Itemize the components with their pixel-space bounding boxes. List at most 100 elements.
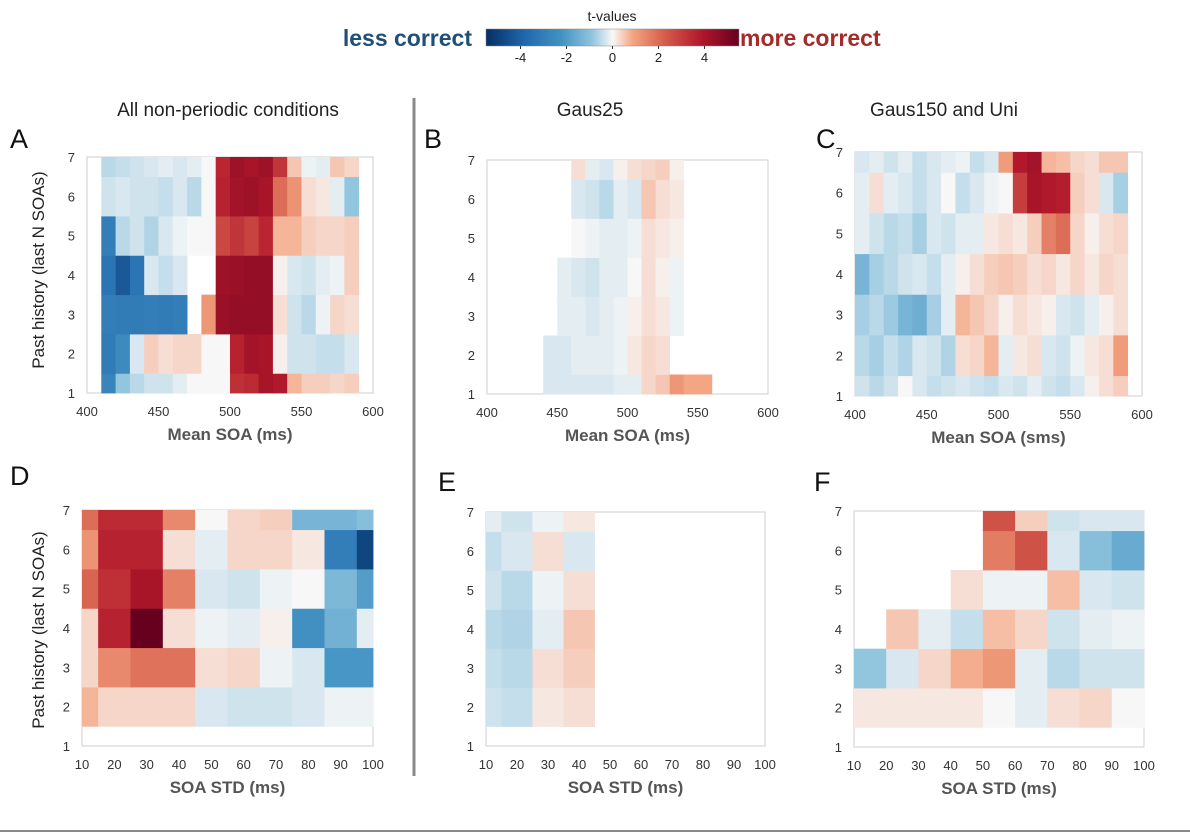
x-tick-label: 400 (476, 405, 498, 420)
heatmap-cell (563, 512, 595, 532)
heatmap-cell (854, 688, 887, 728)
x-axis-title: SOA STD (ms) (568, 778, 684, 797)
y-tick-label: 7 (835, 504, 842, 519)
heatmap-cell (898, 253, 913, 295)
heatmap-cell (898, 213, 913, 255)
heatmap-cell (585, 335, 600, 375)
heatmap-cell (613, 218, 628, 258)
heatmap-cell (886, 688, 919, 728)
x-tick-label: 60 (634, 757, 648, 772)
heatmap-cell (869, 375, 885, 397)
heatmap-cell (918, 609, 952, 650)
heatmap-cell (172, 294, 188, 335)
heatmap-cell (230, 334, 245, 374)
x-tick-label: 100 (362, 757, 384, 772)
heatmap-cell (926, 253, 942, 295)
heatmap-cell (869, 213, 885, 255)
panel-letter-d: D (10, 461, 30, 491)
heatmap-cell (984, 375, 999, 397)
heatmap-cell (1055, 152, 1071, 173)
heatmap-cell (1079, 609, 1113, 650)
heatmap-cell (486, 570, 502, 610)
y-tick-label: 2 (836, 348, 843, 363)
heatmap-cell (287, 294, 302, 335)
x-tick-label: 450 (916, 407, 938, 422)
heatmap-cell (1027, 253, 1042, 295)
heatmap-cell (301, 294, 317, 335)
heatmap-cell (227, 569, 261, 609)
heatmap-cell (941, 375, 956, 397)
heatmap-cell (532, 531, 564, 571)
heatmap-cell (571, 296, 586, 336)
heatmap-cell (1015, 609, 1048, 650)
heatmap-cell (144, 176, 159, 217)
heatmap-panel-e: 10 20 30 40 50 60 70 80 90 100 1 2 3 4 5 6 7 SOA STD (ms) (467, 505, 776, 797)
heatmap-cell (585, 218, 600, 258)
heatmap-cell (984, 152, 999, 173)
heatmap-cell (259, 608, 293, 649)
heatmap-cell (1079, 530, 1113, 571)
heatmap-cell (941, 294, 956, 336)
heatmap-cell (855, 172, 870, 214)
heatmap-cell (201, 176, 217, 217)
heatmap-cell (669, 160, 685, 180)
x-tick-label: 90 (1105, 758, 1119, 773)
heatmap-cell (201, 216, 217, 256)
x-tick-label: 30 (139, 757, 153, 772)
y-tick-label: 7 (467, 505, 474, 520)
heatmap-cell (1047, 530, 1080, 571)
heatmap-cell (215, 216, 231, 256)
heatmap-cell (1047, 688, 1080, 728)
x-tick-label: 450 (546, 405, 568, 420)
heatmap-cell (258, 334, 274, 374)
heatmap-cell (244, 294, 259, 335)
heatmap-cell (1055, 335, 1071, 377)
heatmap-cell (941, 152, 956, 173)
heatmap-cell (1098, 335, 1114, 377)
heatmap-cell (998, 152, 1014, 173)
heatmap-cell (1012, 375, 1028, 397)
heatmap-cell (950, 609, 984, 650)
heatmap-cell (563, 570, 595, 610)
x-axis-title: Mean SOA (ms) (565, 426, 690, 445)
x-tick-label: 30 (541, 757, 555, 772)
heatmap-cell (344, 176, 360, 217)
heatmap-cell (655, 335, 671, 375)
colorbar-tick-label: 0 (609, 50, 616, 65)
colorbar-tick-label: -4 (515, 50, 527, 65)
heatmap-cell (854, 648, 887, 689)
x-tick-label: 80 (1072, 758, 1086, 773)
heatmap-cell (1047, 648, 1080, 689)
heatmap-cell (571, 335, 586, 375)
heatmap-cell (883, 294, 899, 336)
heatmap-cell (501, 531, 533, 571)
heatmap-cell (627, 218, 642, 258)
heatmap-cell (613, 374, 628, 395)
x-tick-label: 100 (1133, 758, 1155, 773)
heatmap-cell (669, 374, 685, 395)
x-tick-label: 600 (1131, 407, 1153, 422)
heatmap-cell (227, 687, 261, 727)
x-tick-label: 90 (727, 757, 741, 772)
x-tick-label: 80 (301, 757, 315, 772)
heatmap-cell (1012, 152, 1028, 173)
x-axis-title: SOA STD (ms) (170, 778, 286, 797)
heatmap-cell (144, 334, 159, 374)
heatmap-cell (912, 294, 928, 336)
heatmap-cell (1070, 253, 1085, 295)
title-gaus25: Gaus25 (557, 100, 624, 121)
heatmap-cell (129, 176, 145, 217)
heatmap-cell (855, 253, 870, 295)
more-correct-label: more correct (740, 25, 881, 51)
heatmap-cell (613, 335, 628, 375)
heatmap-cell (144, 157, 159, 178)
heatmap-cell (641, 335, 656, 375)
heatmap-cell (883, 253, 899, 295)
heatmap-cell (258, 255, 274, 296)
heatmap-cell (912, 375, 928, 397)
heatmap-cell (324, 647, 358, 688)
heatmap-cell (272, 334, 288, 374)
y-tick-label: 1 (68, 386, 75, 401)
heatmap-cell (1098, 253, 1114, 295)
heatmap-cell (258, 294, 274, 335)
